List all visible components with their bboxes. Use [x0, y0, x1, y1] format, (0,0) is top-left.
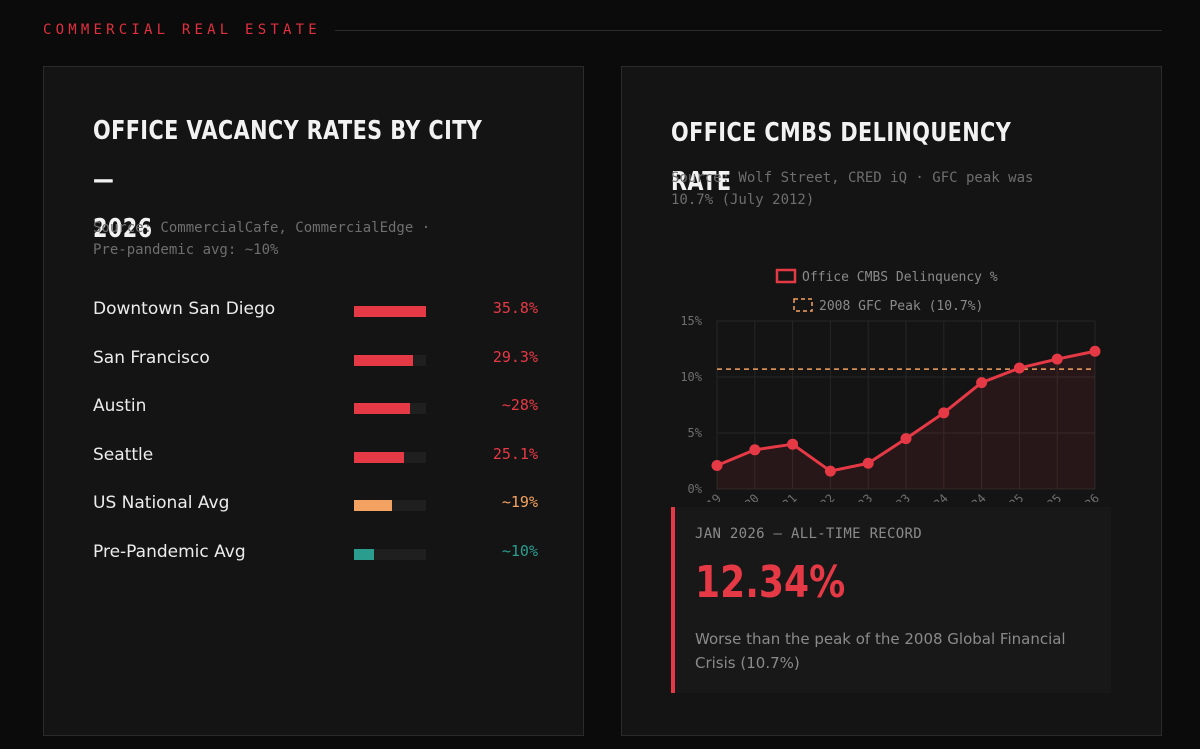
bar-fill — [354, 354, 413, 366]
y-tick-label: 5% — [688, 426, 703, 440]
delinquency-point — [711, 459, 723, 471]
delinquency-title: OFFICE CMBS DELINQUENCY RATE — [671, 118, 1012, 197]
x-tick-label: Jan 24 — [910, 491, 951, 502]
delinquency-source: Source: Wolf Street, CRED iQ · GFC peak … — [671, 167, 1101, 211]
x-tick-label: 2020 — [732, 491, 762, 502]
callout-label: JAN 2026 — ALL-TIME RECORD — [695, 526, 922, 542]
bar-row: San Francisco 29.3% — [93, 346, 538, 395]
x-tick-label: Sep 25 — [1024, 491, 1065, 502]
vacancy-title: OFFICE VACANCY RATES BY CITY — 2026 — [93, 107, 493, 254]
bar-city-label: Downtown San Diego — [93, 299, 276, 319]
x-tick-label: Jan 23 — [835, 491, 876, 502]
vacancy-title-line2: 2026 — [93, 214, 153, 244]
record-callout: JAN 2026 — ALL-TIME RECORD 12.34% Worse … — [671, 507, 1111, 693]
bar-fill — [354, 500, 392, 511]
bar-city-label: Seattle — [93, 444, 154, 465]
legend-label-gfc-peak: 2008 GFC Peak (10.7%) — [819, 299, 983, 314]
vacancy-source-line1: Source: CommercialCafe, CommercialEdge · — [93, 220, 431, 236]
vacancy-source-line2: Pre-pandemic avg: ~10% — [93, 242, 279, 258]
bar-row: US National Avg ~19% — [93, 491, 538, 540]
delinquency-line-chart: Office CMBS Delinquency % 2008 GFC Peak (… — [680, 268, 1103, 502]
delinquency-point — [824, 465, 836, 477]
bar-track — [354, 403, 426, 414]
bar-city-label: US National Avg — [93, 493, 230, 513]
bar-track — [354, 354, 426, 366]
vacancy-source: Source: CommercialCafe, CommercialEdge ·… — [93, 217, 513, 261]
bar-row: Austin ~28% — [93, 394, 538, 443]
x-tick-label: Jan 26 — [1062, 491, 1103, 502]
legend-swatch-gfc-peak — [793, 298, 813, 312]
bar-value-label: 35.8% — [492, 299, 538, 317]
bar-value-label: ~10% — [501, 541, 538, 560]
bar-track — [354, 548, 426, 560]
bar-city-label: San Francisco — [93, 347, 210, 368]
section-header: COMMERCIAL REAL ESTATE — [43, 20, 1162, 40]
callout-description: Worse than the peak of the 2008 Global F… — [695, 630, 1066, 672]
delinquency-point — [862, 457, 874, 469]
delinquency-point — [749, 444, 761, 456]
delinquency-point — [938, 407, 950, 419]
section-title: COMMERCIAL REAL ESTATE — [43, 22, 321, 38]
y-tick-label: 15% — [680, 314, 702, 328]
legend-swatch-delinquency — [775, 268, 797, 284]
x-tick-label: Jul 23 — [873, 491, 914, 502]
delinquency-point — [1013, 362, 1025, 374]
delinquency-source-line2: 10.7% (July 2012) — [671, 192, 815, 208]
bar-row: Pre-Pandemic Avg ~10% — [93, 540, 538, 589]
bar-track — [354, 451, 426, 463]
x-tick-label: 2022 — [807, 491, 837, 502]
bar-fill — [354, 306, 426, 317]
delinquency-panel: OFFICE CMBS DELINQUENCY RATE Source: Wol… — [621, 66, 1162, 736]
bar-city-label: Austin — [93, 396, 147, 416]
vacancy-panel: OFFICE VACANCY RATES BY CITY — 2026 Sour… — [43, 66, 584, 736]
y-tick-label: 0% — [688, 482, 703, 496]
bar-track — [354, 306, 426, 317]
delinquency-point — [1051, 353, 1063, 365]
bar-fill — [354, 451, 404, 463]
delinquency-point — [976, 377, 988, 389]
x-tick-label: Jul 24 — [948, 491, 989, 502]
delinquency-point — [900, 433, 912, 445]
vacancy-title-line1: OFFICE VACANCY RATES BY CITY — — [93, 116, 483, 195]
bar-row: Downtown San Diego 35.8% — [93, 297, 538, 346]
legend-label-delinquency: Office CMBS Delinquency % — [802, 270, 998, 285]
bar-value-label: ~28% — [501, 396, 538, 414]
bar-row: Seattle 25.1% — [93, 443, 538, 492]
y-tick-label: 10% — [680, 370, 702, 384]
callout-value: 12.34% — [695, 557, 846, 608]
delinquency-point — [787, 438, 799, 450]
x-tick-label: Jan 25 — [986, 491, 1027, 502]
delinquency-source-line1: Source: Wolf Street, CRED iQ · GFC peak … — [671, 170, 1034, 186]
bar-city-label: Pre-Pandemic Avg — [93, 541, 246, 562]
delinquency-point — [1089, 345, 1101, 357]
bar-fill — [354, 548, 374, 560]
delinquency-area — [717, 351, 1095, 489]
x-tick-label: 2021 — [769, 491, 799, 502]
bar-value-label: ~19% — [501, 493, 538, 511]
vacancy-bar-chart: Downtown San Diego 35.8% San Francisco 29.3… — [93, 297, 538, 588]
bar-value-label: 29.3% — [492, 347, 538, 366]
section-divider — [334, 29, 1162, 31]
bar-fill — [354, 403, 410, 414]
bar-value-label: 25.1% — [492, 444, 538, 463]
x-tick-label: 2019 — [694, 491, 724, 502]
bar-track — [354, 500, 426, 511]
